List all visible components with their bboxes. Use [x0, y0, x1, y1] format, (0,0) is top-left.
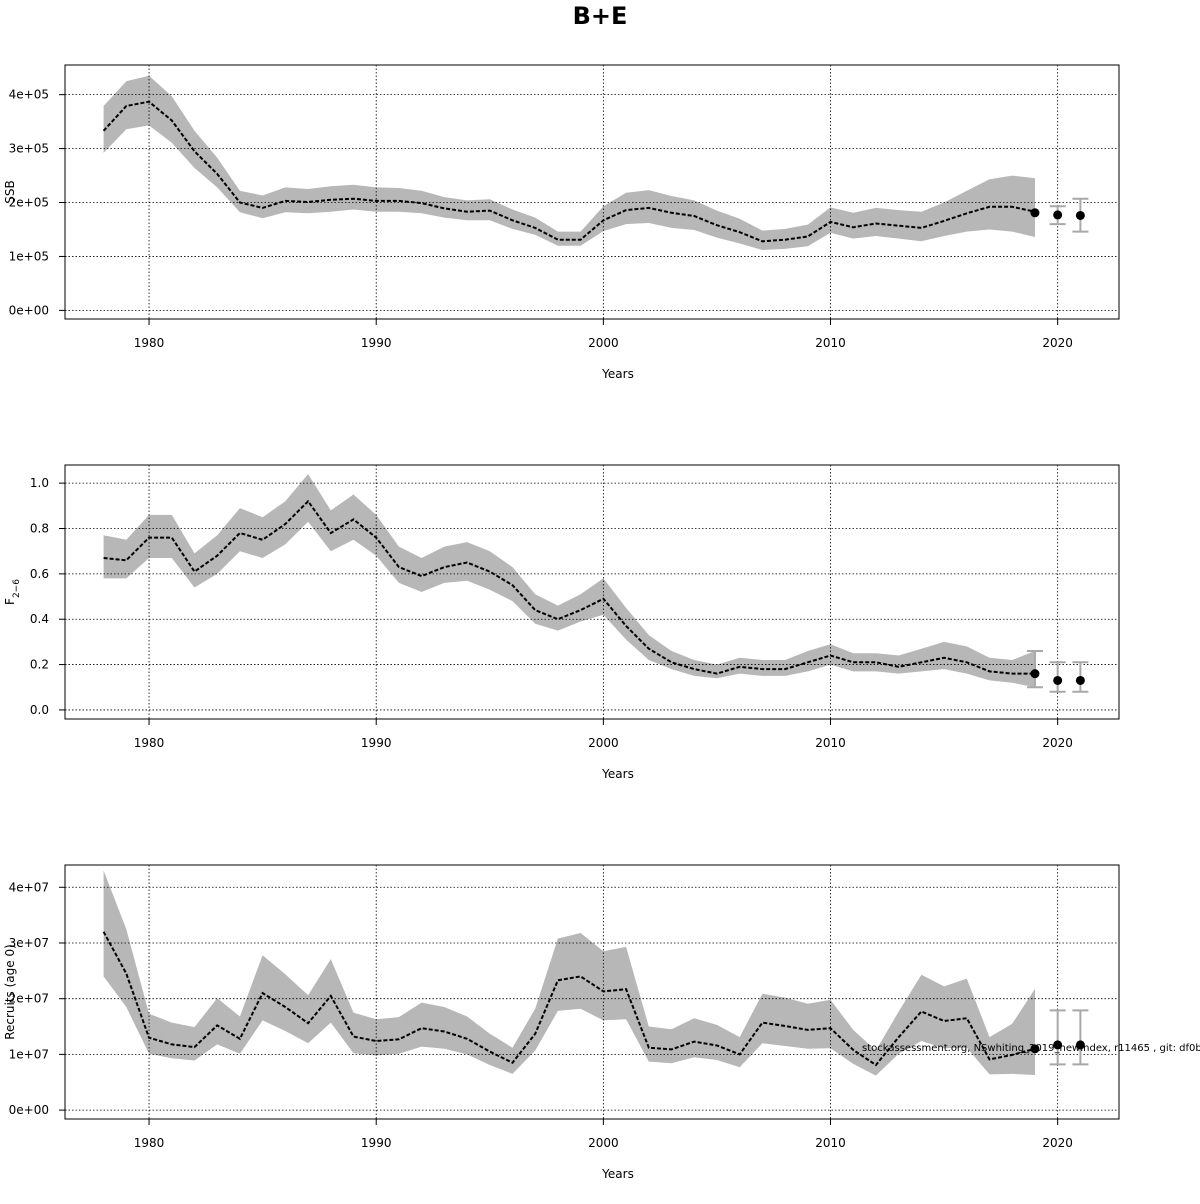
panel-2: 1980 1990 2000 2010 2020 0.0 0.2 0.4 0.6 0.8 1.0 Ye… — [3, 464, 1120, 781]
y-tick-label: 0e+00 — [9, 303, 49, 317]
y-tick-label: 2e+05 — [9, 196, 49, 210]
estimate-line — [102, 931, 1036, 1067]
y-tick-label: 1.0 — [30, 476, 49, 490]
y-tick-label: 0.8 — [30, 522, 49, 536]
y-tick-label: 0.2 — [30, 658, 49, 672]
y-tick-label: 3e+07 — [9, 936, 49, 950]
y-tick-label: 0.4 — [30, 612, 49, 626]
x-tick-label: 1980 — [134, 1136, 165, 1150]
x-tick-label: 2010 — [815, 1136, 846, 1150]
x-tick-label: 1990 — [361, 1136, 392, 1150]
x-tick-label: 2000 — [588, 1136, 619, 1150]
confidence-band — [103, 870, 1036, 1076]
forecast-point-2019 — [1030, 1044, 1040, 1054]
y-axis-label: SSB — [3, 180, 17, 203]
x-axis-label: Years — [601, 767, 634, 781]
y-tick-label: 0.0 — [30, 703, 49, 717]
panel-1: 1980 1990 2000 2010 2020 0e+00 1e+05 2e+05 3e+05… — [3, 64, 1120, 381]
y-axis-label: F2−6 — [3, 579, 22, 605]
y-tick-label: 2e+07 — [9, 992, 49, 1006]
plot-frame — [64, 64, 1120, 320]
x-tick-label: 1990 — [361, 336, 392, 350]
confidence-band — [103, 474, 1036, 688]
x-tick-label: 1980 — [134, 336, 165, 350]
forecast-point-2019 — [1030, 208, 1040, 218]
x-tick-label: 2020 — [1042, 1136, 1073, 1150]
plot-frame — [64, 464, 1120, 720]
y-tick-label: 4e+07 — [9, 880, 49, 894]
y-tick-label: 0.6 — [30, 567, 49, 581]
x-axis-label: Years — [601, 367, 634, 381]
forecast-point-2020 — [1053, 210, 1063, 220]
y-tick-label: 4e+05 — [9, 88, 49, 102]
x-tick-label: 2000 — [588, 336, 619, 350]
y-tick-label: 0e+00 — [9, 1103, 49, 1117]
y-axis-label: Recruits (age 0) — [3, 944, 17, 1040]
x-tick-label: 1980 — [134, 736, 165, 750]
panel-3: 1980 1990 2000 2010 2020 0e+00 1e+07 2e+07 3e+07… — [3, 864, 1120, 1181]
x-tick-label: 2020 — [1042, 736, 1073, 750]
forecast-point-2020 — [1053, 675, 1063, 685]
forecast-point-2021 — [1075, 210, 1085, 220]
forecast-point-2021 — [1075, 1040, 1085, 1050]
confidence-band — [103, 75, 1036, 250]
x-tick-label: 2000 — [588, 736, 619, 750]
x-axis-label: Years — [601, 1167, 634, 1181]
y-tick-label: 3e+05 — [9, 142, 49, 156]
x-tick-label: 2010 — [815, 336, 846, 350]
y-tick-label: 1e+05 — [9, 249, 49, 263]
forecast-point-2019 — [1030, 669, 1040, 679]
x-tick-label: 1990 — [361, 736, 392, 750]
plot-frame — [64, 864, 1120, 1120]
x-tick-label: 2020 — [1042, 336, 1073, 350]
y-axis-label-subscript: 2−6 — [12, 579, 22, 598]
x-tick-label: 2010 — [815, 736, 846, 750]
forecast-point-2021 — [1075, 675, 1085, 685]
footnote-text: stockassessment.org, NSwhiting_2019_newI… — [862, 1043, 1200, 1054]
estimate-line — [103, 499, 1035, 675]
estimate-line — [102, 100, 1036, 243]
y-tick-label: 1e+07 — [9, 1047, 49, 1061]
forecast-point-2020 — [1053, 1040, 1063, 1050]
figure-title: B+E — [573, 2, 628, 30]
